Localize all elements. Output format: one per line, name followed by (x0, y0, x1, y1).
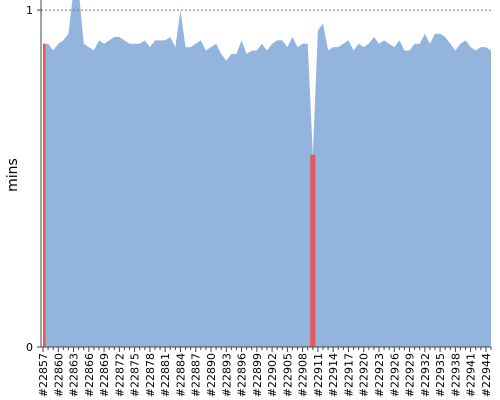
y-axis-label: mins (5, 158, 21, 192)
duration-area (43, 0, 491, 347)
x-tick-label: #22890 (205, 353, 218, 397)
x-tick-label: #22866 (83, 353, 96, 397)
x-tick-label: #22896 (236, 353, 249, 397)
x-tick-label: #22944 (480, 353, 493, 397)
x-tick-label: #22920 (358, 353, 371, 397)
x-tick-label: #22884 (174, 353, 187, 397)
x-tick-label: #22929 (404, 353, 417, 397)
failed-build-bar (43, 43, 46, 347)
x-tick-label: #22935 (434, 353, 447, 397)
x-tick-label: #22905 (281, 353, 294, 397)
x-tick-label: #22857 (37, 353, 50, 397)
x-tick-label: #22860 (52, 353, 65, 397)
x-tick-label: #22908 (297, 353, 310, 397)
x-tick-label: #22881 (159, 353, 172, 397)
x-tick-label: #22878 (144, 353, 157, 397)
plot-area (43, 0, 491, 347)
y-tick-label: 1 (26, 4, 33, 17)
x-tick-label: #22887 (190, 353, 203, 397)
x-tick-label: #22875 (129, 353, 142, 397)
x-tick-label: #22899 (251, 353, 264, 397)
x-tick-label: #22893 (220, 353, 233, 397)
y-tick-label: 0 (26, 341, 33, 354)
x-tick-label: #22911 (312, 353, 325, 397)
x-tick-label: #22872 (113, 353, 126, 397)
x-tick-label: #22863 (68, 353, 81, 397)
x-tick-label: #22902 (266, 353, 279, 397)
x-tick-label: #22941 (465, 353, 478, 397)
x-tick-label: #22869 (98, 353, 111, 397)
x-tick-label: #22932 (419, 353, 432, 397)
x-tick-label: #22938 (449, 353, 462, 397)
x-tick-label: #22914 (327, 353, 340, 397)
failed-build-bar (310, 154, 316, 347)
x-tick-label: #22926 (388, 353, 401, 397)
x-tick-label: #22923 (373, 353, 386, 397)
x-tick-label: #22917 (342, 353, 355, 397)
